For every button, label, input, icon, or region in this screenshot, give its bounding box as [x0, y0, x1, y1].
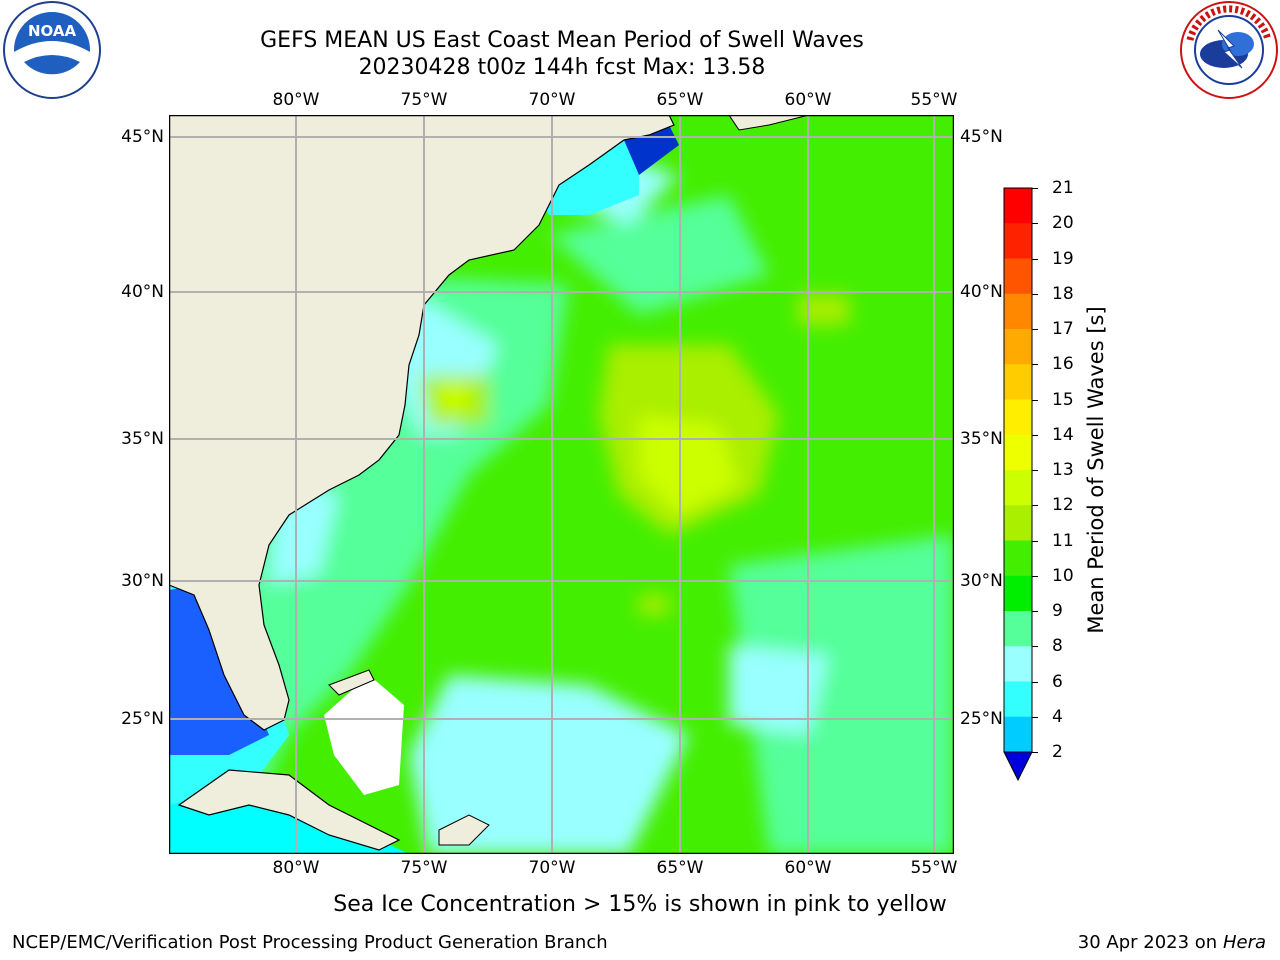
colorbar-segment: [1004, 681, 1032, 718]
colorbar-tick-mark: [1032, 293, 1038, 295]
lon-label-bottom-70w: 70°W: [528, 858, 576, 878]
lat-label-left-45n: 45°N: [121, 127, 164, 147]
lon-label-top-55w: 55°W: [910, 90, 958, 110]
colorbar-tick-mark: [1032, 258, 1038, 260]
colorbar: [1000, 186, 1040, 790]
lon-label-top-80w: 80°W: [272, 90, 320, 110]
lon-label-top-70w: 70°W: [528, 90, 576, 110]
lat-label-right-25n: 25°N: [960, 709, 1003, 729]
colorbar-tick-label: 18: [1052, 283, 1074, 304]
sea-ice-note: Sea Ice Concentration > 15% is shown in …: [333, 892, 947, 917]
lat-label-left-35n: 35°N: [121, 429, 164, 449]
colorbar-segment: [1004, 575, 1032, 612]
lat-label-left-25n: 25°N: [121, 709, 164, 729]
map-svg: [168, 114, 955, 855]
lon-label-bottom-80w: 80°W: [272, 858, 320, 878]
colorbar-tick-label: 19: [1052, 248, 1074, 269]
colorbar-tick-mark: [1032, 223, 1038, 225]
colorbar-segment: [1004, 611, 1032, 647]
lon-label-top-60w: 60°W: [784, 90, 832, 110]
nws-logo: [1178, 0, 1280, 104]
colorbar-segment: [1004, 540, 1032, 577]
colorbar-segment: [1004, 329, 1032, 365]
colorbar-tick-label: 13: [1052, 460, 1074, 480]
colorbar-tick-label: 2: [1052, 742, 1063, 762]
colorbar-tick-mark: [1032, 646, 1038, 648]
lon-label-bottom-60w: 60°W: [784, 858, 832, 878]
hispaniola: [438, 814, 490, 846]
footer-date: 30 Apr 2023 on Hera: [1078, 932, 1266, 953]
graticule: [169, 115, 954, 854]
colorbar-segment: [1004, 364, 1032, 400]
noaa-logo-text: NOAA: [28, 22, 77, 40]
lat-label-left-30n: 30°N: [121, 571, 164, 591]
lon-label-bottom-65w: 65°W: [656, 858, 704, 878]
colorbar-segment: [1004, 716, 1032, 753]
chart-title: GEFS MEAN US East Coast Mean Period of S…: [260, 28, 864, 53]
colorbar-tick-mark: [1032, 329, 1038, 330]
lat-label-right-35n: 35°N: [960, 429, 1003, 449]
colorbar-tick-label: 15: [1052, 389, 1074, 410]
colorbar-segment: [1004, 646, 1032, 682]
colorbar-tick-mark: [1032, 188, 1038, 189]
colorbar-tick-label: 17: [1052, 319, 1074, 339]
colorbar-tick-label: 8: [1052, 636, 1063, 657]
lat-label-right-45n: 45°N: [960, 127, 1003, 147]
colorbar-tick-mark: [1032, 575, 1038, 577]
footer-credit: NCEP/EMC/Verification Post Processing Pr…: [12, 932, 608, 953]
colorbar-segment: [1004, 188, 1032, 224]
colorbar-segment: [1004, 293, 1032, 330]
lon-label-bottom-55w: 55°W: [910, 858, 958, 878]
chart-subtitle: 20230428 t00z 144h fcst Max: 13.58: [358, 55, 766, 80]
colorbar-under-arrow: [1003, 751, 1033, 782]
colorbar-tick-label: 9: [1052, 601, 1063, 621]
colorbar-tick-label: 6: [1052, 671, 1063, 692]
colorbar-tick-label: 21: [1052, 178, 1074, 198]
swell-period-map: [168, 114, 955, 858]
colorbar-tick-mark: [1032, 364, 1038, 366]
lon-label-bottom-75w: 75°W: [400, 858, 448, 878]
colorbar-tick-mark: [1032, 611, 1038, 612]
colorbar-tick-mark: [1032, 470, 1038, 471]
bahamas-bank: [324, 675, 404, 795]
colorbar-tick-label: 10: [1052, 565, 1074, 586]
colorbar-svg: [1003, 187, 1033, 782]
lon-label-top-75w: 75°W: [400, 90, 448, 110]
colorbar-segment: [1004, 470, 1032, 506]
lon-label-top-65w: 65°W: [656, 90, 704, 110]
colorbar-segment: [1004, 399, 1032, 436]
colorbar-tick-label: 11: [1052, 530, 1074, 551]
lat-label-right-30n: 30°N: [960, 571, 1003, 591]
colorbar-tick-mark: [1032, 505, 1038, 507]
noaa-logo: NOAA: [0, 0, 104, 104]
colorbar-tick-label: 12: [1052, 495, 1074, 516]
colorbar-segment: [1004, 258, 1032, 295]
colorbar-label: Mean Period of Swell Waves [s]: [1084, 306, 1108, 634]
lat-label-right-40n: 40°N: [960, 282, 1003, 302]
colorbar-tick-mark: [1032, 681, 1038, 683]
lat-label-left-40n: 40°N: [121, 282, 164, 302]
map-frame: [168, 114, 955, 855]
colorbar-segment: [1004, 223, 1032, 259]
grand-bahama: [328, 669, 375, 696]
colorbar-tick-label: 16: [1052, 354, 1074, 375]
colorbar-tick-label: 20: [1052, 213, 1074, 234]
nova-scotia: [728, 115, 810, 131]
footer-host: Hera: [1222, 932, 1266, 953]
cuba: [177, 769, 401, 851]
colorbar-tick-label: 4: [1052, 706, 1063, 727]
colorbar-segment: [1004, 505, 1032, 541]
colorbar-segment: [1004, 434, 1032, 471]
colorbar-tick-mark: [1032, 399, 1038, 401]
footer-date-text: 30 Apr 2023 on: [1077, 932, 1223, 953]
colorbar-tick-mark: [1032, 434, 1038, 436]
colorbar-tick-mark: [1032, 540, 1038, 542]
colorbar-tick-mark: [1032, 752, 1038, 753]
colorbar-tick-label: 14: [1052, 424, 1074, 445]
colorbar-tick-mark: [1032, 716, 1038, 718]
